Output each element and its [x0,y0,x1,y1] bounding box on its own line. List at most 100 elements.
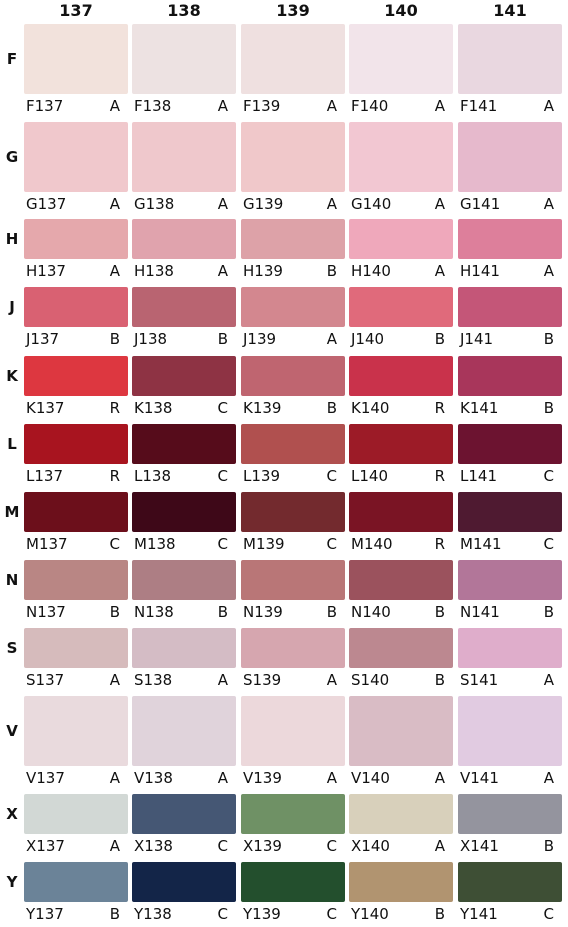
swatch-code-label: S137 [26,671,65,689]
colour-swatch-s138 [132,628,236,668]
colour-swatch-h141 [458,219,562,259]
swatch-code-label: J138 [134,330,168,348]
swatch-code-label: F139 [243,97,281,115]
row-header-k: K [6,367,18,385]
swatch-code-label: Y141 [460,905,498,923]
swatch-code-label: Y138 [134,905,172,923]
swatch-grade-label: A [326,97,337,115]
swatch-grade-label: A [109,97,120,115]
swatch-code-label: X138 [134,837,173,855]
colour-swatch-k138 [132,356,236,396]
swatch-code-label: N140 [351,603,391,621]
swatch-code-label: K139 [243,399,282,417]
colour-swatch-k140 [349,356,453,396]
colour-swatch-n139 [241,560,345,600]
swatch-grade-label: R [434,399,445,417]
row-header-v: V [6,722,18,740]
swatch-code-label: M137 [26,535,68,553]
row-header-g: G [5,148,19,166]
swatch-code-label: J141 [460,330,494,348]
colour-swatch-k141 [458,356,562,396]
colour-swatch-n138 [132,560,236,600]
colour-swatch-g140 [349,122,453,192]
colour-swatch-h140 [349,219,453,259]
colour-swatch-m139 [241,492,345,532]
swatch-grade-label: B [434,330,445,348]
row-header-y: Y [6,873,18,891]
colour-swatch-y138 [132,862,236,902]
colour-swatch-x140 [349,794,453,834]
colour-swatch-m140 [349,492,453,532]
swatch-code-label: N138 [134,603,174,621]
swatch-grade-label: B [326,262,337,280]
swatch-code-label: Y140 [351,905,389,923]
swatch-grade-label: R [434,467,445,485]
swatch-grade-label: A [109,262,120,280]
colour-swatch-m141 [458,492,562,532]
swatch-grade-label: B [434,671,445,689]
swatch-code-label: S138 [134,671,173,689]
swatch-code-label: J139 [243,330,277,348]
swatch-grade-label: A [326,671,337,689]
colour-swatch-s140 [349,628,453,668]
row-header-m: M [4,503,20,521]
swatch-code-label: H138 [134,262,174,280]
swatch-grade-label: C [543,535,554,553]
swatch-grade-label: C [326,467,337,485]
colour-swatch-v139 [241,696,345,766]
row-header-f: F [6,50,18,68]
swatch-grade-label: A [434,769,445,787]
swatch-code-label: G137 [26,195,67,213]
swatch-code-label: X139 [243,837,282,855]
swatch-grade-label: A [326,195,337,213]
swatch-grade-label: C [543,467,554,485]
swatch-grade-label: A [217,262,228,280]
colour-swatch-g138 [132,122,236,192]
swatch-grade-label: R [109,399,120,417]
swatch-code-label: V141 [460,769,499,787]
swatch-grade-label: A [543,671,554,689]
row-header-l: L [7,435,17,453]
swatch-code-label: F141 [460,97,498,115]
swatch-code-label: V137 [26,769,65,787]
colour-swatch-l137 [24,424,128,464]
swatch-grade-label: B [543,330,554,348]
swatch-grade-label: C [217,467,228,485]
swatch-grade-label: C [109,535,120,553]
colour-swatch-l139 [241,424,345,464]
colour-swatch-j139 [241,287,345,327]
swatch-code-label: Y137 [26,905,64,923]
swatch-code-label: L140 [351,467,388,485]
colour-swatch-x141 [458,794,562,834]
column-header-137: 137 [59,1,93,20]
colour-swatch-k139 [241,356,345,396]
swatch-grade-label: C [217,399,228,417]
swatch-code-label: K140 [351,399,390,417]
colour-swatch-y140 [349,862,453,902]
swatch-code-label: K138 [134,399,173,417]
colour-swatch-f139 [241,24,345,94]
swatch-code-label: M139 [243,535,285,553]
swatch-code-label: F137 [26,97,64,115]
colour-swatch-n137 [24,560,128,600]
swatch-code-label: X141 [460,837,499,855]
swatch-code-label: M140 [351,535,393,553]
swatch-code-label: H141 [460,262,500,280]
colour-swatch-n140 [349,560,453,600]
swatch-grade-label: A [109,671,120,689]
swatch-grade-label: B [326,399,337,417]
swatch-code-label: K137 [26,399,65,417]
colour-swatch-y141 [458,862,562,902]
colour-swatch-v138 [132,696,236,766]
swatch-code-label: G140 [351,195,392,213]
swatch-code-label: K141 [460,399,499,417]
colour-swatch-l138 [132,424,236,464]
colour-swatch-l140 [349,424,453,464]
colour-swatch-j141 [458,287,562,327]
swatch-code-label: G141 [460,195,501,213]
swatch-grade-label: B [109,905,120,923]
colour-swatch-f141 [458,24,562,94]
colour-swatch-m137 [24,492,128,532]
swatch-grade-label: A [434,195,445,213]
colour-swatch-j140 [349,287,453,327]
